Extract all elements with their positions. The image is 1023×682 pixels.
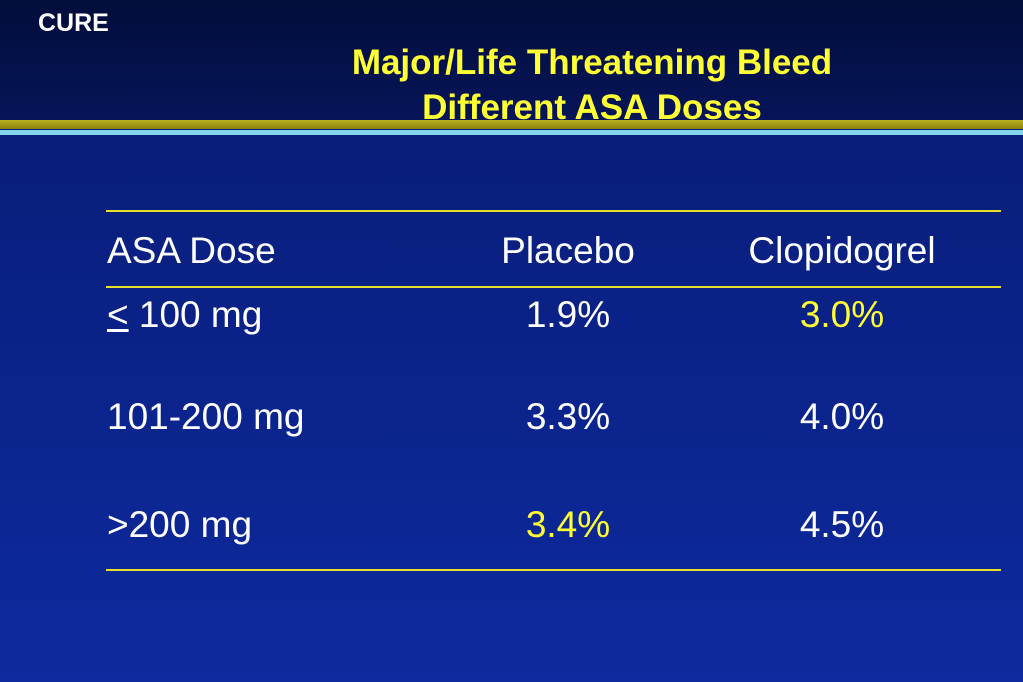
row-2-clopidogrel: 4.0%	[799, 396, 885, 437]
slide-header	[0, 0, 1023, 124]
row-1-placebo: 1.9%	[525, 294, 611, 335]
table-top-rule	[106, 210, 1001, 212]
row-3-placebo: 3.4%	[525, 504, 611, 545]
header-rule-gold	[0, 120, 1023, 129]
table-bottom-rule	[106, 569, 1001, 571]
row-2-dose: 101-200 mg	[107, 396, 305, 437]
header-clopidogrel: Clopidogrel	[748, 230, 936, 271]
row-1-dose-text: 100 mg	[128, 294, 263, 335]
header-placebo: Placebo	[501, 230, 635, 271]
slide-title-line1: Major/Life Threatening Bleed	[351, 43, 833, 82]
table-header-rule	[106, 286, 1001, 288]
row-1-clopidogrel: 3.0%	[799, 294, 885, 335]
row-1-dose: < 100 mg	[107, 293, 262, 337]
row-3-dose: >200 mg	[107, 504, 253, 545]
header-asa-dose: ASA Dose	[107, 230, 276, 271]
less-equal-symbol: <	[107, 294, 129, 335]
row-3-clopidogrel: 4.5%	[799, 504, 885, 545]
header-rule-cyan	[0, 130, 1023, 135]
corner-label: CURE	[38, 9, 109, 37]
row-2-placebo: 3.3%	[525, 396, 611, 437]
